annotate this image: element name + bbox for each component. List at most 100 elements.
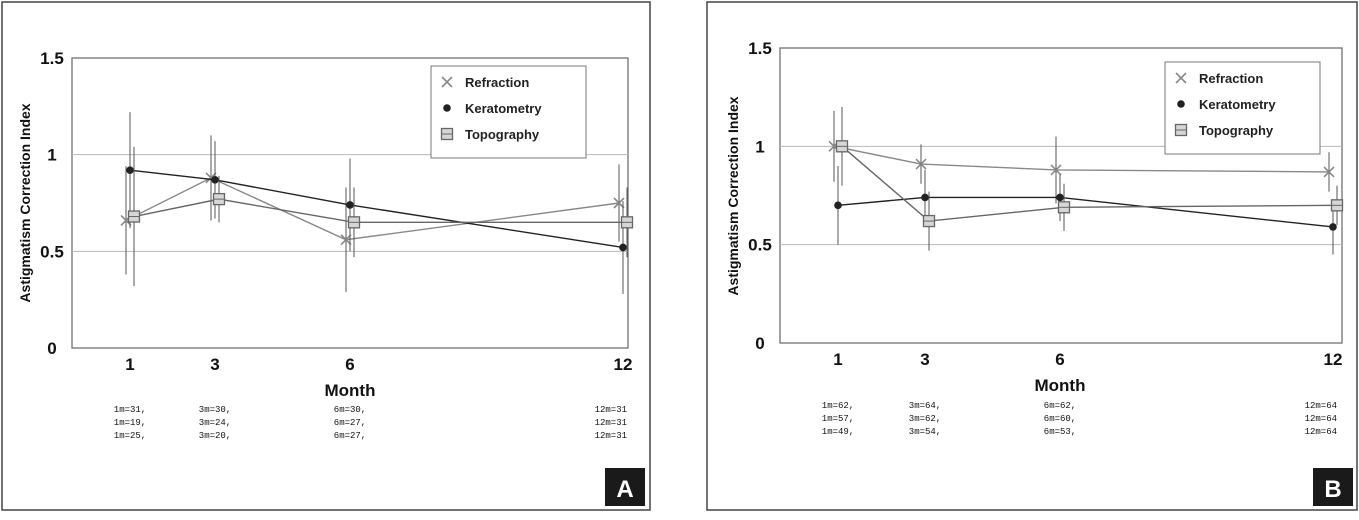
x-tick-label: 12 [614, 355, 633, 374]
sample-size-label: 12m=64 [1305, 427, 1337, 437]
sample-size-label: 1m=49, [822, 427, 854, 437]
sample-size-label: 12m=31 [595, 418, 627, 428]
panel-b-x-ticks: 1 3 6 12 [833, 350, 1342, 369]
legend-marker [440, 127, 454, 141]
sample-size-label: 1m=62, [822, 401, 854, 411]
legend-frame [1164, 61, 1321, 155]
panel-b-badge-label: B [1324, 476, 1341, 503]
sample-size-label: 3m=20, [199, 431, 231, 441]
y-tick-label: 0 [755, 334, 764, 353]
data-point [834, 201, 842, 210]
legend-marker [443, 104, 451, 112]
y-tick-label: 1 [755, 137, 764, 156]
sample-size-label: 1m=25, [114, 431, 146, 441]
panel-b-badge [1313, 468, 1353, 506]
panel-b-x-axis-label: Month [1035, 376, 1086, 395]
data-point [347, 216, 361, 229]
legend-marker [1175, 72, 1187, 84]
data-point [340, 234, 352, 246]
y-tick-label: 1 [47, 146, 56, 165]
data-point [126, 166, 134, 174]
marker-stroke [1323, 166, 1335, 178]
sample-size-label: 1m=57, [822, 414, 854, 424]
panel-a-x-ticks: 1 3 6 12 [125, 355, 632, 374]
x-tick-label: 1 [833, 350, 842, 369]
sample-size-label: 3m=24, [199, 418, 231, 428]
legend-entry: Keratometry [1199, 97, 1276, 112]
series-line [133, 198, 627, 224]
data-point [1330, 199, 1344, 212]
panel-b-y-axis-label: Astigmatism Correction Index [725, 96, 741, 295]
data-point [921, 193, 929, 202]
x-tick-label: 3 [920, 350, 929, 369]
sample-size-label: 6m=62, [1044, 401, 1076, 411]
data-point [1329, 223, 1337, 231]
legend-frame [430, 65, 587, 159]
panel-b-plot-area [779, 47, 1343, 344]
data-point [915, 158, 927, 170]
marker-stroke [1050, 164, 1062, 176]
legend-marker [1174, 123, 1188, 137]
legend-entry: Refraction [465, 75, 529, 90]
legend-entry: Topography [1199, 123, 1274, 138]
sample-size-label: 3m=30, [199, 405, 231, 415]
x-tick-label: 12 [1324, 350, 1343, 369]
sample-size-label: 6m=27, [334, 431, 366, 441]
panel-a: 0 0.5 1 1.5 1 3 6 12 Astigmatism Correction In… [1, 1, 651, 511]
panel-b: 0 0.5 1 1.5 1 3 6 12 Astigmatism Correction In… [706, 1, 1358, 511]
data-point [1057, 201, 1071, 214]
series-keratometry [834, 166, 1337, 255]
panel-a-badge [605, 468, 645, 506]
panel-b-series [828, 107, 1344, 255]
data-point [619, 243, 627, 252]
marker-stroke [915, 158, 927, 170]
legend-marker [1177, 100, 1185, 108]
sample-size-label: 12m=64 [1305, 414, 1337, 424]
data-point [835, 140, 849, 153]
data-point [1323, 166, 1335, 178]
x-tick-label: 6 [345, 355, 354, 374]
panel-a-x-axis-label: Month [325, 381, 376, 400]
panel-b-legend: Refraction Keratometry Topography [1164, 61, 1321, 155]
data-point [127, 210, 141, 223]
legend-entry: Keratometry [465, 101, 542, 116]
sample-size-label: 6m=53, [1044, 427, 1076, 437]
sample-size-label: 12m=31 [595, 431, 627, 441]
legend-entry: Refraction [1199, 71, 1263, 86]
marker-stroke [205, 172, 217, 184]
x-tick-label: 6 [1055, 350, 1064, 369]
legend-marker [441, 76, 453, 88]
panel-a-badge-label: A [616, 476, 633, 503]
panel-a-series [120, 112, 634, 294]
sample-size-label: 12m=64 [1305, 401, 1337, 411]
series-line [841, 145, 1338, 222]
marker-stroke [1175, 72, 1187, 84]
marker-stroke [613, 197, 625, 209]
panel-b-y-ticks: 0 0.5 1 1.5 [748, 39, 772, 353]
sample-size-label: 6m=27, [334, 418, 366, 428]
data-point [613, 197, 625, 209]
sample-size-label: 3m=54, [909, 427, 941, 437]
legend-entry: Topography [465, 127, 540, 142]
y-tick-label: 0 [47, 339, 56, 358]
y-tick-label: 0.5 [40, 242, 64, 261]
series-topography [835, 107, 1344, 251]
data-point [346, 201, 354, 209]
sample-size-label: 6m=30, [334, 405, 366, 415]
series-line [837, 196, 1334, 228]
data-point [1056, 193, 1064, 202]
panel-a-legend: Refraction Keratometry Topography [430, 65, 587, 159]
y-tick-label: 0.5 [748, 236, 772, 255]
sample-size-label: 12m=31 [595, 405, 627, 415]
panel-a-n-labels: 1m=31, 3m=30, 6m=30, 12m=31 1m=19, 3m=24, 6m=2… [114, 405, 627, 441]
sample-size-label: 1m=19, [114, 418, 146, 428]
data-point [211, 176, 219, 184]
y-tick-label: 1.5 [748, 39, 772, 58]
x-tick-label: 3 [210, 355, 219, 374]
marker-stroke [340, 234, 352, 246]
y-tick-label: 1.5 [40, 49, 64, 68]
series-line [833, 145, 1330, 173]
series-topography [127, 146, 634, 287]
panel-b-n-labels: 1m=62, 3m=64, 6m=62, 12m=64 1m=57, 3m=62, 6m=6… [822, 401, 1337, 437]
